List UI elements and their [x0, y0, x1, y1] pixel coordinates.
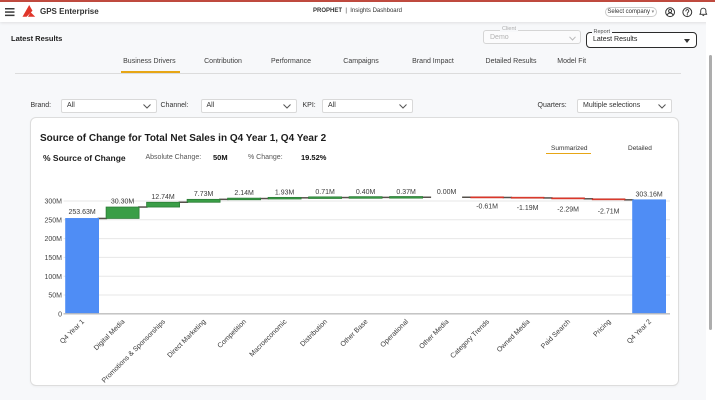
svg-text:150M: 150M	[44, 255, 62, 262]
svg-text:Q4 Year 1: Q4 Year 1	[59, 318, 86, 345]
svg-text:Q4 Year 2: Q4 Year 2	[626, 318, 653, 345]
svg-text:0.37M: 0.37M	[396, 189, 416, 196]
svg-text:-2.29M: -2.29M	[557, 207, 579, 214]
svg-text:Direct Marketing: Direct Marketing	[167, 318, 208, 359]
svg-text:Macroeconomic: Macroeconomic	[249, 318, 289, 358]
svg-text:30.30M: 30.30M	[111, 199, 135, 206]
svg-text:7.73M: 7.73M	[194, 191, 214, 198]
svg-text:-1.19M: -1.19M	[517, 205, 539, 212]
svg-text:-0.61M: -0.61M	[476, 203, 498, 210]
svg-text:2.14M: 2.14M	[234, 190, 254, 197]
svg-text:12.74M: 12.74M	[151, 194, 175, 201]
svg-text:Distribution: Distribution	[299, 318, 329, 348]
svg-text:0.71M: 0.71M	[315, 189, 335, 196]
svg-text:0: 0	[58, 311, 62, 318]
svg-text:1.93M: 1.93M	[275, 189, 295, 196]
svg-text:-2.71M: -2.71M	[598, 209, 620, 216]
svg-text:100M: 100M	[44, 274, 62, 281]
svg-text:50M: 50M	[48, 293, 62, 300]
svg-text:Operational: Operational	[379, 318, 410, 349]
svg-text:Competition: Competition	[217, 318, 248, 349]
svg-text:300M: 300M	[44, 199, 62, 206]
svg-text:Paid Search: Paid Search	[540, 318, 572, 350]
svg-text:Other Media: Other Media	[418, 318, 450, 350]
svg-text:0.40M: 0.40M	[356, 189, 376, 196]
svg-text:Owned Media: Owned Media	[496, 318, 532, 354]
svg-text:303.16M: 303.16M	[635, 191, 662, 198]
svg-text:Pricing: Pricing	[592, 318, 612, 338]
svg-text:200M: 200M	[44, 236, 62, 243]
svg-text:Digital Media: Digital Media	[93, 318, 127, 352]
svg-text:Other Base: Other Base	[340, 318, 370, 348]
svg-text:253.63M: 253.63M	[68, 209, 95, 216]
svg-text:Category Trends: Category Trends	[449, 318, 491, 360]
svg-text:250M: 250M	[44, 217, 62, 224]
svg-text:0.00M: 0.00M	[437, 189, 457, 196]
